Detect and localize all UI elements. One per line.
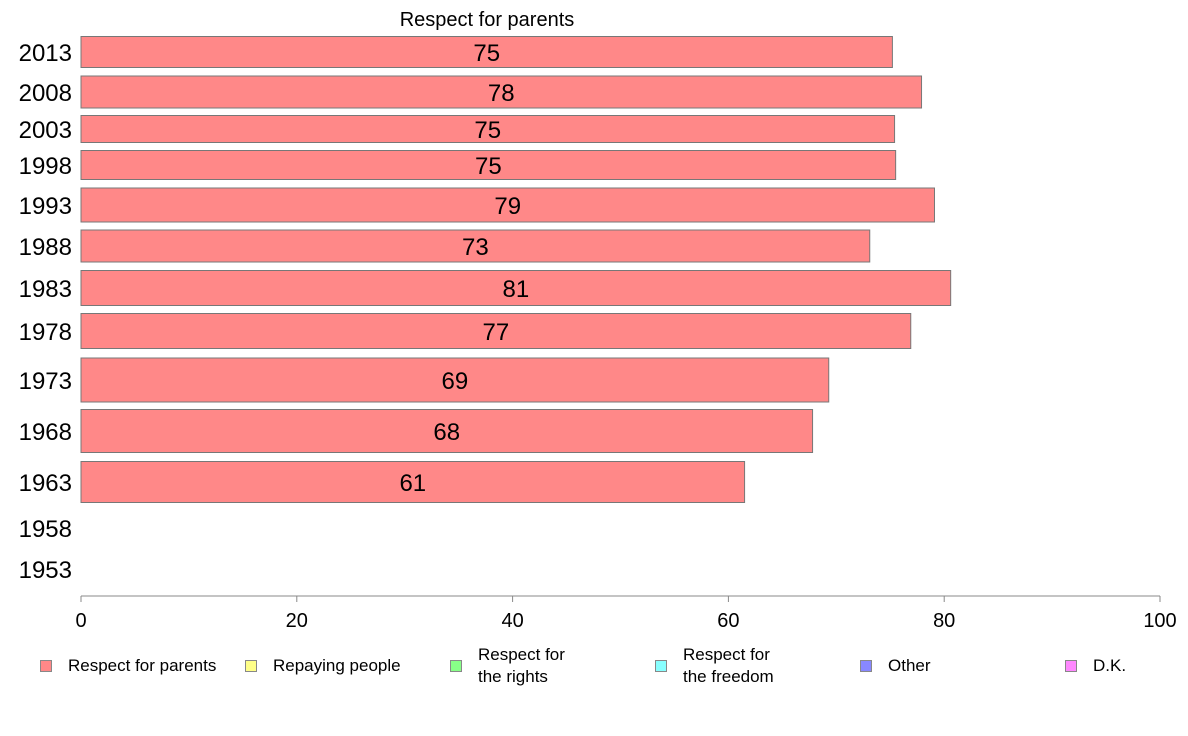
legend-swatch (245, 660, 257, 672)
legend-swatch (450, 660, 462, 672)
bar-value-2003: 75 (474, 117, 501, 144)
bar-value-1993: 79 (494, 193, 521, 220)
legend-swatch (40, 660, 52, 672)
legend-item: Repaying people (245, 644, 401, 688)
y-label-2008: 2008 (19, 80, 72, 107)
bar-1973 (80, 357, 830, 403)
legend-swatch (1065, 660, 1077, 672)
legend-label: Respect for parents (68, 656, 217, 675)
x-tick-label-100: 100 (1143, 610, 1176, 632)
bar-value-1963: 61 (399, 470, 426, 497)
legend-swatch (860, 660, 872, 672)
legend-label: Respect for the rights (478, 645, 565, 686)
bar-1998 (80, 150, 897, 180)
legend-swatch (655, 660, 667, 672)
bar-value-2008: 78 (488, 80, 515, 107)
y-label-1968: 1968 (19, 419, 72, 446)
x-axis-ticks: 0 20 40 60 80 100 (75, 596, 1177, 632)
x-tick-label-40: 40 (501, 610, 523, 632)
x-tick-label-80: 80 (933, 610, 955, 632)
bar-1983 (80, 270, 952, 306)
bar-value-1978: 77 (483, 319, 510, 346)
x-tick-label-20: 20 (286, 610, 308, 632)
legend-label: D.K. (1093, 656, 1127, 675)
bar-2008 (80, 75, 923, 109)
bar-value-2013: 75 (473, 40, 500, 67)
bar-value-1973: 69 (442, 368, 469, 395)
bar-value-1983: 81 (502, 276, 529, 303)
bar-1993 (80, 187, 935, 223)
y-label-1988: 1988 (19, 234, 72, 261)
y-label-1963: 1963 (19, 470, 72, 497)
y-label-1993: 1993 (19, 193, 72, 220)
x-tick-label-60: 60 (717, 610, 739, 632)
y-axis-labels: 2013 2008 2003 1998 1993 1988 1983 1978 1973 1968… (19, 40, 72, 584)
legend-item: D.K. (1065, 644, 1126, 688)
bar-value-1968: 68 (433, 419, 460, 446)
bar-2003 (80, 115, 896, 143)
legend-item: Other (860, 644, 931, 688)
bar-value-1988: 73 (462, 234, 489, 261)
bar-2013 (80, 36, 893, 68)
y-label-1998: 1998 (19, 153, 72, 180)
y-label-1953: 1953 (19, 557, 72, 584)
legend-label: Repaying people (273, 656, 401, 675)
legend-item: Respect for the rights (450, 644, 565, 688)
legend-label: Other (888, 656, 931, 675)
y-label-2003: 2003 (19, 117, 72, 144)
chart-title: Respect for parents (400, 9, 575, 31)
y-label-1973: 1973 (19, 368, 72, 395)
y-label-1958: 1958 (19, 516, 72, 543)
bar-1988 (80, 229, 871, 263)
legend-label: Respect for the freedom (683, 645, 774, 686)
bar-value-1998: 75 (475, 153, 502, 180)
x-tick-label-0: 0 (75, 610, 86, 632)
y-label-1983: 1983 (19, 276, 72, 303)
legend-item: Respect for the freedom (655, 644, 774, 688)
legend: Respect for parents Repaying people Respec… (0, 640, 1188, 700)
bar-1978 (80, 313, 912, 349)
y-label-2013: 2013 (19, 40, 72, 67)
y-label-1978: 1978 (19, 319, 72, 346)
bar-1968 (80, 409, 814, 453)
legend-item: Respect for parents (40, 644, 216, 688)
bar-1963 (80, 461, 746, 503)
